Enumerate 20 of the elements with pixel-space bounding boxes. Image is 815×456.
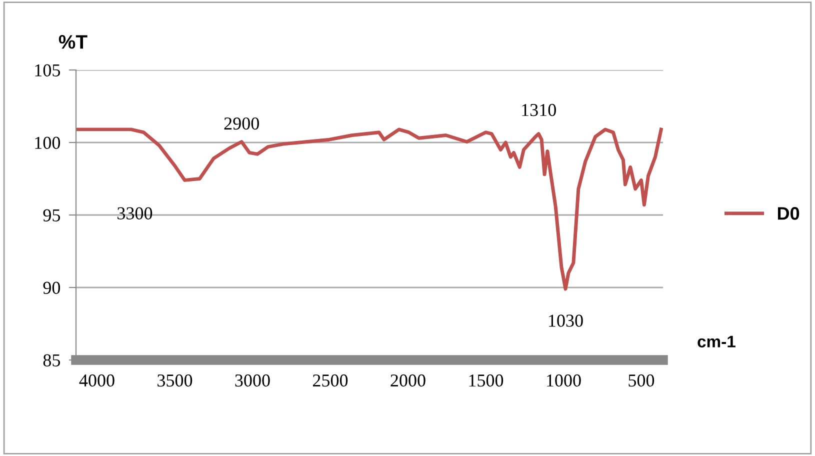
y-tick-label: 105 — [35, 64, 60, 76]
x-tick-label: 3000 — [235, 374, 270, 387]
x-tick-label: 2500 — [312, 374, 348, 387]
y-tick-label: 85 — [43, 354, 60, 366]
x-axis-title: cm-1 — [698, 336, 736, 348]
annotation: 2900 — [224, 117, 259, 130]
annotation: 3300 — [118, 207, 152, 220]
annotation: 1030 — [549, 314, 583, 327]
y-tick-label: 95 — [43, 209, 60, 222]
annotation: 1310 — [522, 104, 556, 116]
y-tick-label: 100 — [35, 136, 60, 149]
x-tick-label: 1500 — [469, 374, 504, 387]
x-tick-label: 3500 — [158, 374, 192, 387]
x-tick-label: 4000 — [79, 374, 114, 387]
y-axis-title: %T — [58, 35, 88, 49]
legend-label: D0 — [778, 207, 800, 220]
x-tick-label: 1000 — [547, 374, 581, 387]
x-tick-label: 2000 — [390, 374, 426, 387]
y-tick-label: 90 — [43, 282, 60, 294]
x-tick-label: 500 — [628, 374, 654, 387]
